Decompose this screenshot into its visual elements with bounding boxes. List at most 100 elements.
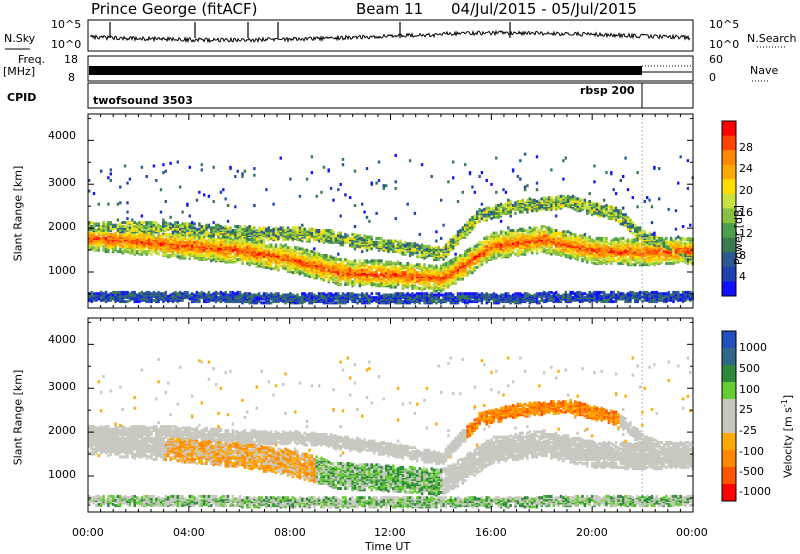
power-cell: [435, 264, 438, 268]
power-cell: [179, 223, 182, 227]
power-cell: [181, 292, 184, 296]
power-cell: [200, 231, 203, 235]
power-cell: [396, 260, 400, 264]
power-cell: [147, 221, 151, 225]
power-cell: [464, 292, 467, 296]
power-cell: [308, 267, 311, 271]
power-cell: [399, 244, 402, 248]
power-cell: [95, 229, 98, 232]
power-cell: [282, 251, 285, 255]
power-cell: [128, 248, 132, 252]
power-cell: [473, 261, 476, 265]
power-cell: [341, 296, 345, 300]
power-cell: [145, 175, 148, 178]
power-cell: [186, 234, 189, 238]
power-cell: [133, 221, 136, 225]
power-cell: [406, 250, 409, 254]
power-cell: [150, 231, 153, 235]
power-cell: [478, 175, 481, 178]
power-cell: [109, 232, 112, 236]
power-cell: [485, 206, 488, 210]
power-cell: [262, 259, 266, 263]
power-cell: [253, 238, 256, 242]
power-cell: [406, 261, 409, 265]
power-cell: [447, 281, 450, 285]
power-cell: [270, 229, 273, 232]
power-cell: [193, 222, 196, 226]
power-cell: [226, 219, 230, 223]
power-cell: [483, 214, 486, 218]
power-cell: [473, 223, 476, 227]
power-cell: [104, 290, 108, 294]
power-cell: [430, 267, 433, 271]
power-cell: [95, 235, 98, 239]
power-cell: [418, 286, 421, 290]
power-cell: [207, 194, 211, 198]
power-cell: [373, 259, 376, 263]
power-cell: [147, 300, 151, 304]
power-cell: [495, 256, 498, 260]
power-cell: [126, 217, 129, 221]
power-cell: [368, 301, 371, 305]
power-cell: [126, 227, 129, 231]
power-cell: [473, 265, 476, 269]
power-cell: [385, 260, 388, 264]
power-cell: [341, 235, 345, 239]
power-cell: [207, 223, 211, 227]
power-cell: [435, 230, 438, 234]
power-cell: [329, 231, 333, 235]
power-cell: [339, 294, 342, 298]
power-cell: [200, 168, 203, 172]
power-cell: [294, 298, 297, 302]
power-cell: [107, 250, 110, 254]
power-cell: [437, 292, 440, 296]
power-cell: [277, 296, 280, 300]
power-cell: [210, 293, 213, 297]
power-cell: [214, 229, 218, 232]
power-cell: [468, 218, 472, 222]
power-cell: [171, 223, 175, 227]
power-cell: [212, 226, 215, 230]
power-cell: [164, 227, 167, 231]
power-cell: [447, 285, 450, 289]
power-cell: [473, 221, 476, 225]
power-cell: [404, 240, 407, 244]
power-cell: [217, 259, 220, 263]
power-cell: [490, 258, 493, 261]
power-cell: [444, 300, 448, 304]
power-cell: [195, 252, 199, 256]
power-cell: [222, 292, 225, 296]
power-cell: [303, 255, 306, 259]
power-cell: [90, 247, 93, 251]
power-cell: [313, 275, 316, 279]
power-cell: [430, 246, 433, 250]
power-cell: [353, 247, 357, 251]
power-cell: [495, 231, 498, 235]
power-cell: [310, 271, 314, 275]
power-cell: [296, 293, 299, 297]
power-cell: [109, 221, 112, 225]
power-cell: [198, 222, 201, 226]
power-cell: [428, 248, 431, 252]
power-cell: [502, 204, 505, 207]
power-cell: [365, 301, 369, 305]
power-cell: [291, 255, 294, 259]
power-cell: [466, 292, 469, 296]
power-cell: [476, 265, 479, 269]
power-cell: [310, 254, 314, 257]
power-cell: [382, 184, 385, 188]
power-cell: [298, 238, 302, 242]
power-cell: [143, 221, 146, 225]
power-cell: [435, 301, 438, 305]
power-cell: [258, 243, 261, 247]
power-cell: [365, 294, 369, 298]
power-cell: [449, 280, 452, 284]
power-cell: [229, 236, 232, 240]
power-cell: [169, 161, 172, 165]
power-cell: [226, 235, 230, 239]
power-cell: [396, 301, 400, 305]
power-cell: [188, 165, 191, 169]
power-cell: [341, 260, 345, 264]
power-cell: [370, 259, 373, 263]
power-cell: [274, 292, 278, 296]
